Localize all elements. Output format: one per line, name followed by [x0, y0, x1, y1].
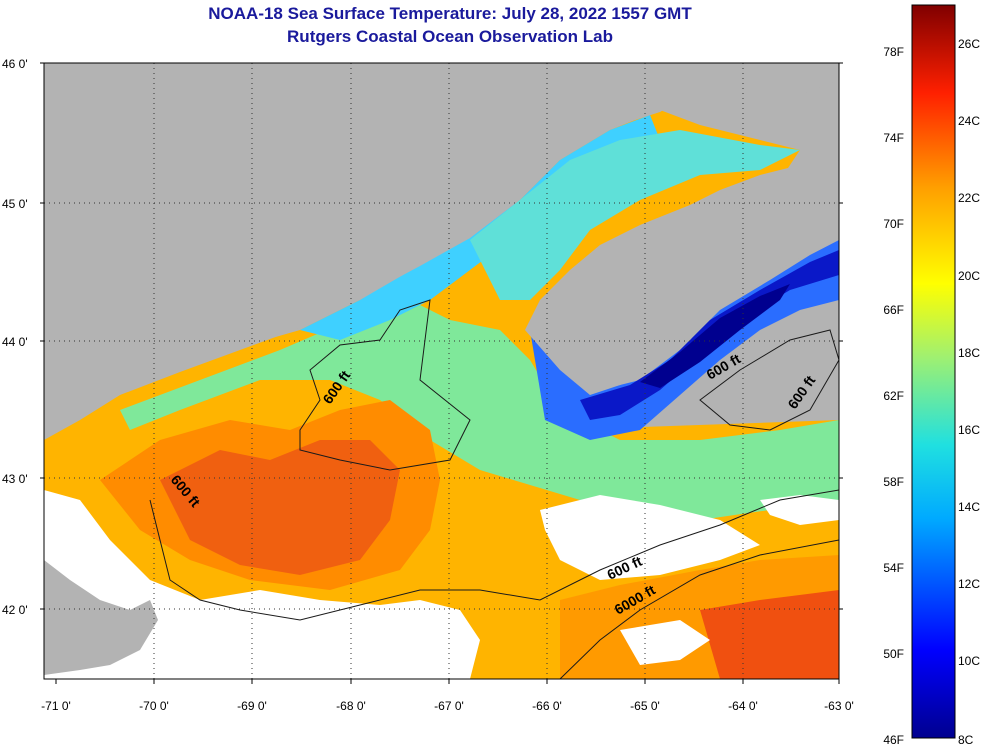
southern-hot-water: [700, 590, 839, 679]
legend-f-58: 58F: [883, 475, 904, 489]
lon-label-68: -68 0': [336, 699, 366, 713]
cloud-south: [620, 620, 710, 665]
legend-c-16: 16C: [958, 423, 980, 437]
legend-c-20: 20C: [958, 269, 980, 283]
legend-f-66: 66F: [883, 303, 904, 317]
map-panel: 600 ft 600 ft 600 ft 600 ft 600 ft 6000 …: [44, 63, 839, 679]
lon-label-71: -71 0': [41, 699, 71, 713]
legend-c-8: 8C: [958, 733, 974, 747]
legend-c-26: 26C: [958, 37, 980, 51]
cloud-east: [760, 495, 839, 525]
cloud-georges-bank: [540, 495, 760, 580]
map-title: NOAA-18 Sea Surface Temperature: July 28…: [208, 4, 692, 23]
legend-c-18: 18C: [958, 346, 980, 360]
coastal-cool-band: [120, 300, 839, 520]
lat-label-45: 45 0': [2, 197, 28, 211]
cloud-cape-cod-region: [44, 490, 480, 679]
legend-f-70: 70F: [883, 217, 904, 231]
land-nova-scotia: [525, 160, 839, 395]
lat-label-46: 46 0': [2, 57, 28, 71]
legend-c-14: 14C: [958, 500, 980, 514]
lon-label-66: -66 0': [532, 699, 562, 713]
legend-f-74: 74F: [883, 131, 904, 145]
lon-label-65: -65 0': [630, 699, 660, 713]
lon-label-63: -63 0': [824, 699, 854, 713]
lat-label-43: 43 0': [2, 472, 28, 486]
legend-f-54: 54F: [883, 561, 904, 575]
lon-label-64: -64 0': [728, 699, 758, 713]
legend-f-62: 62F: [883, 389, 904, 403]
legend-c-12: 12C: [958, 577, 980, 591]
lon-label-69: -69 0': [237, 699, 267, 713]
cold-core: [640, 284, 790, 388]
legend-f-50: 50F: [883, 647, 904, 661]
legend-f-46: 46F: [883, 733, 904, 747]
lon-label-67: -67 0': [434, 699, 464, 713]
axis-ticks: [40, 62, 843, 684]
lon-label-70: -70 0': [139, 699, 169, 713]
legend-c-24: 24C: [958, 114, 980, 128]
warm-pool-red: [160, 440, 400, 575]
legend-c-22: 22C: [958, 191, 980, 205]
land-maine-coast: [44, 63, 839, 440]
land-cape-cod: [44, 560, 158, 675]
legend-f-78: 78F: [883, 45, 904, 59]
map-subtitle: Rutgers Coastal Ocean Observation Lab: [287, 27, 613, 46]
color-bar: [911, 4, 956, 739]
lat-label-44: 44 0': [2, 335, 28, 349]
lat-label-42: 42 0': [2, 603, 28, 617]
legend-c-10: 10C: [958, 654, 980, 668]
map-frame: [43, 62, 840, 680]
bay-of-fundy-water: [470, 130, 800, 300]
bathymetry-contours: [149, 299, 839, 679]
